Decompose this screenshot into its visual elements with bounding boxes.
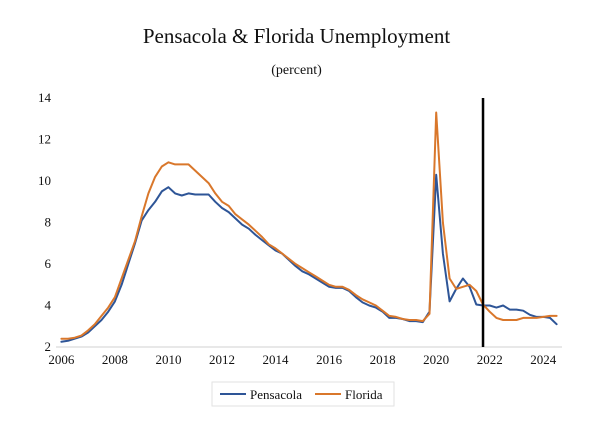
x-tick-label: 2010 (155, 352, 181, 367)
x-tick-label: 2016 (316, 352, 343, 367)
y-tick-label: 2 (45, 339, 52, 354)
axes: 2 4 6 8 10 12 14 2006 2008 2010 2012 2014 2016 2018 20… (38, 90, 562, 367)
legend-label-pensacola: Pensacola (250, 387, 302, 402)
x-tick-label: 2014 (263, 352, 290, 367)
x-tick-label: 2008 (102, 352, 128, 367)
y-tick-label: 12 (38, 132, 51, 147)
x-tick-label: 2018 (370, 352, 396, 367)
legend-box (211, 381, 395, 407)
y-tick-label: 4 (45, 298, 52, 313)
x-tick-label: 2024 (530, 352, 557, 367)
x-tick-label: 2022 (477, 352, 503, 367)
y-tick-label: 8 (45, 215, 52, 230)
x-tick-label: 2012 (209, 352, 235, 367)
chart-title: Pensacola & Florida Unemployment (142, 24, 451, 48)
y-tick-label: 10 (38, 173, 51, 188)
series-line-pensacola (60, 173, 558, 343)
series-lines (60, 98, 558, 347)
y-tick-label: 6 (45, 256, 52, 271)
y-tick-label: 14 (38, 90, 52, 105)
series-line-florida (60, 111, 558, 340)
x-tick-label: 2006 (48, 352, 75, 367)
chart-subtitle: (percent) (271, 63, 322, 78)
legend-label-florida: Florida (345, 387, 383, 402)
legend: Pensacola Florida (211, 381, 395, 407)
x-tick-label: 2020 (423, 352, 449, 367)
